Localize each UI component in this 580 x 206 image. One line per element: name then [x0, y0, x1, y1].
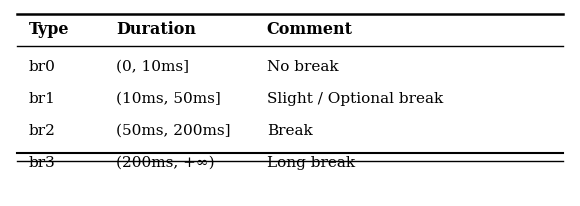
- Text: Break: Break: [267, 124, 313, 138]
- Text: br2: br2: [29, 124, 56, 138]
- Text: (200ms, +∞): (200ms, +∞): [116, 156, 215, 170]
- Text: (50ms, 200ms]: (50ms, 200ms]: [116, 124, 230, 138]
- Text: Comment: Comment: [267, 21, 353, 38]
- Text: (0, 10ms]: (0, 10ms]: [116, 60, 189, 74]
- Text: Long break: Long break: [267, 156, 355, 170]
- Text: br3: br3: [29, 156, 56, 170]
- Text: Slight / Optional break: Slight / Optional break: [267, 92, 443, 106]
- Text: No break: No break: [267, 60, 338, 74]
- Text: br0: br0: [29, 60, 56, 74]
- Text: Duration: Duration: [116, 21, 196, 38]
- Text: br1: br1: [29, 92, 56, 106]
- Text: (10ms, 50ms]: (10ms, 50ms]: [116, 92, 221, 106]
- Text: Type: Type: [29, 21, 70, 38]
